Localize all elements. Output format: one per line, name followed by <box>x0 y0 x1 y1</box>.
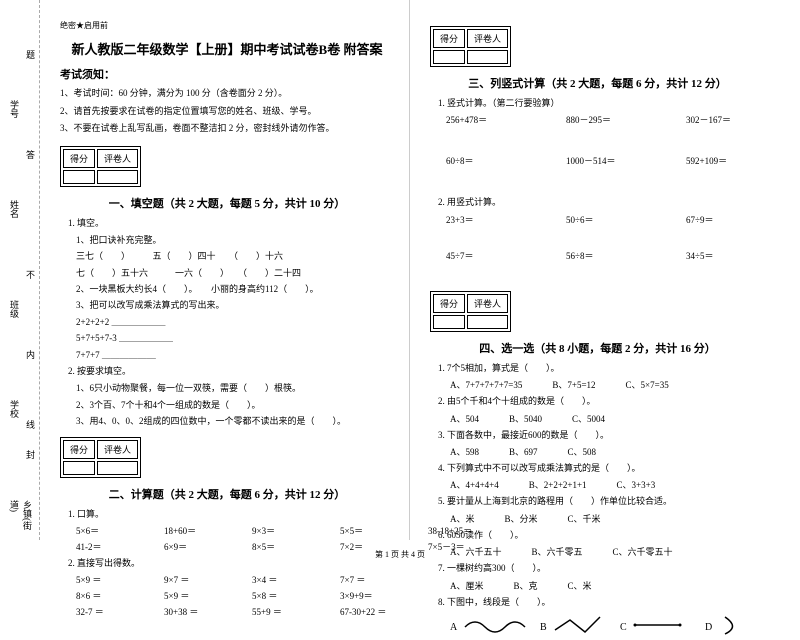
opt-a-label: A <box>450 622 458 633</box>
q1-1b: 七（ ）五十六 一六（ ） （ ）二十四 <box>76 266 394 280</box>
binding-sidebar: 乡镇(街道) 学校 班级 姓名 学号 封 内 线 不 答 题 <box>0 0 40 540</box>
opt-d-label: D <box>705 622 712 633</box>
s4-q1: 1. 7个5相加，算式是（ ）。 <box>430 361 765 375</box>
q1-2: 2、一块黑板大约长4（ ）。 小丽的身高约112（ ）。 <box>76 282 394 296</box>
q2-3: 3、用4、0、0、2组成的四位数中，一个零都不读出来的是（ ）。 <box>76 414 394 428</box>
s4-q1-opts: A、7+7+7+7+7=35B、7+5=12C、5×7=35 <box>450 378 765 391</box>
s3-r3: 23+3＝50÷6＝67÷9＝ <box>446 213 765 226</box>
s4-q3: 3. 下面各数中，最接近600的数是（ ）。 <box>430 428 765 442</box>
s4-q4-opts: A、4+4+4+4B、2+2+2+1+1C、3+3+3 <box>450 478 765 491</box>
q8-shapes: A B C D <box>450 612 765 640</box>
side-school: 乡镇(街道) <box>8 500 34 540</box>
s3-r4: 45÷7＝56÷8＝34÷5＝ <box>446 249 765 262</box>
q1-1: 1、把口诀补充完整。 <box>76 233 394 247</box>
notice-1: 1、考试时间：60 分钟，满分为 100 分（含卷面分 2 分）。 <box>60 87 394 101</box>
s2-r5: 32-7 ＝30+38 ＝55+9 ＝67-30+22 ＝ <box>76 605 394 618</box>
line-shapes-svg: A B C D <box>450 612 770 637</box>
side-nei: 内 <box>24 350 37 359</box>
side-ti: 题 <box>24 50 37 59</box>
section-2-title: 二、计算题（共 2 大题，每题 6 分，共计 12 分） <box>60 486 394 502</box>
s4-q5: 5. 要计量从上海到北京的路程用（ ）作单位比较合适。 <box>430 494 765 508</box>
marker-label: 评卷人 <box>467 294 508 313</box>
section-3-title: 三、列竖式计算（共 2 大题，每题 6 分，共计 12 分） <box>430 75 765 91</box>
score-box-3: 得分 评卷人 <box>430 26 511 67</box>
s4-q7-opts: A、厘米B、克C、米 <box>450 579 765 592</box>
wavy-line-icon <box>465 622 525 632</box>
section-1-title: 一、填空题（共 2 大题，每题 5 分，共计 10 分） <box>60 195 394 211</box>
column-right: 得分 评卷人 三、列竖式计算（共 2 大题，每题 6 分，共计 12 分） 1.… <box>410 0 780 540</box>
q1-3b: 5+7+5+7-3 ＿＿＿＿＿＿ <box>76 331 394 345</box>
s3-r2: 60÷8＝1000－514＝592+109＝ <box>446 154 765 167</box>
q2: 2. 按要求填空。 <box>60 364 394 378</box>
s2-r1: 5×6＝18+60＝9×3＝5×5＝38-18+25＝ <box>76 524 394 537</box>
s4-q7: 7. 一棵树约高300（ ）。 <box>430 561 765 575</box>
page-footer: 第 1 页 共 4 页 <box>0 549 800 560</box>
opt-b-label: B <box>540 622 547 633</box>
score-box-4: 得分 评卷人 <box>430 291 511 332</box>
notice-3: 3、不要在试卷上乱写乱画，卷面不整洁扣 2 分，密封线外请勿作答。 <box>60 122 394 136</box>
exam-title: 新人教版二年级数学【上册】期中考试试卷B卷 附答案 <box>60 39 394 58</box>
s4-q3-opts: A、598B、697C、508 <box>450 445 765 458</box>
notice-title: 考试须知： <box>60 66 394 82</box>
s2-q1: 1. 口算。 <box>60 507 394 521</box>
s4-q6: 6. 6050读作（ ）。 <box>430 528 765 542</box>
score-box-1: 得分 评卷人 <box>60 146 141 187</box>
s4-q5-opts: A、米B、分米C、千米 <box>450 512 765 525</box>
side-bu: 不 <box>24 270 37 279</box>
marker-label: 评卷人 <box>97 149 138 168</box>
s2-r3: 5×9 ＝9×7 ＝3×4 ＝7×7 ＝ <box>76 573 394 586</box>
side-feng: 封 <box>24 450 37 459</box>
score-box-2: 得分 评卷人 <box>60 437 141 478</box>
s4-q2: 2. 由5个千和4个十组成的数是（ ）。 <box>430 394 765 408</box>
s4-q8: 8. 下图中，线段是（ ）。 <box>430 595 765 609</box>
q2-2: 2、3个百、7个十和4个一组成的数是（ ）。 <box>76 398 394 412</box>
q1: 1. 填空。 <box>60 216 394 230</box>
zigzag-line-icon <box>555 617 600 632</box>
q2-1: 1、6只小动物聚餐，每一位一双筷，需要（ ）根筷。 <box>76 381 394 395</box>
q1-1a: 三七（ ） 五（ ）四十 （ ）十六 <box>76 249 394 263</box>
s3-q1: 1. 竖式计算。（第二行要验算） <box>430 96 765 110</box>
score-label: 得分 <box>63 440 95 459</box>
side-banji: 班级 <box>8 300 21 318</box>
page: 乡镇(街道) 学校 班级 姓名 学号 封 内 线 不 答 题 绝密★启用前 新人… <box>0 0 800 540</box>
score-label: 得分 <box>433 294 465 313</box>
section-4-title: 四、选一选（共 8 小题，每题 2 分，共计 16 分） <box>430 340 765 356</box>
q1-3a: 2+2+2+2 ＿＿＿＿＿＿ <box>76 315 394 329</box>
marker-label: 评卷人 <box>467 29 508 48</box>
side-da: 答 <box>24 150 37 159</box>
side-xuehao: 学号 <box>8 100 21 118</box>
score-label: 得分 <box>433 29 465 48</box>
s2-r4: 8×6 ＝5×9 ＝5×8 ＝3×9+9＝ <box>76 589 394 602</box>
opt-c-label: C <box>620 622 627 633</box>
column-left: 绝密★启用前 新人教版二年级数学【上册】期中考试试卷B卷 附答案 考试须知： 1… <box>40 0 410 540</box>
notice-2: 2、请首先按要求在试卷的指定位置填写您的姓名、班级、学号。 <box>60 105 394 119</box>
s4-q2-opts: A、504B、5040C、5004 <box>450 412 765 425</box>
side-name: 姓名 <box>8 200 21 218</box>
s4-q4: 4. 下列算式中不可以改写成乘法算式的是（ ）。 <box>430 461 765 475</box>
q1-3: 3、把可以改写成乘法算式的写出来。 <box>76 298 394 312</box>
side-xuexiao: 学校 <box>8 400 21 418</box>
arc-line-icon <box>725 617 733 634</box>
s3-r1: 256+478＝880－295＝302－167＝ <box>446 113 765 126</box>
marker-label: 评卷人 <box>97 440 138 459</box>
q1-3c: 7+7+7 ＿＿＿＿＿＿ <box>76 348 394 362</box>
score-label: 得分 <box>63 149 95 168</box>
secret-label: 绝密★启用前 <box>60 20 394 31</box>
side-xian: 线 <box>24 420 37 429</box>
s3-q2: 2. 用竖式计算。 <box>430 195 765 209</box>
